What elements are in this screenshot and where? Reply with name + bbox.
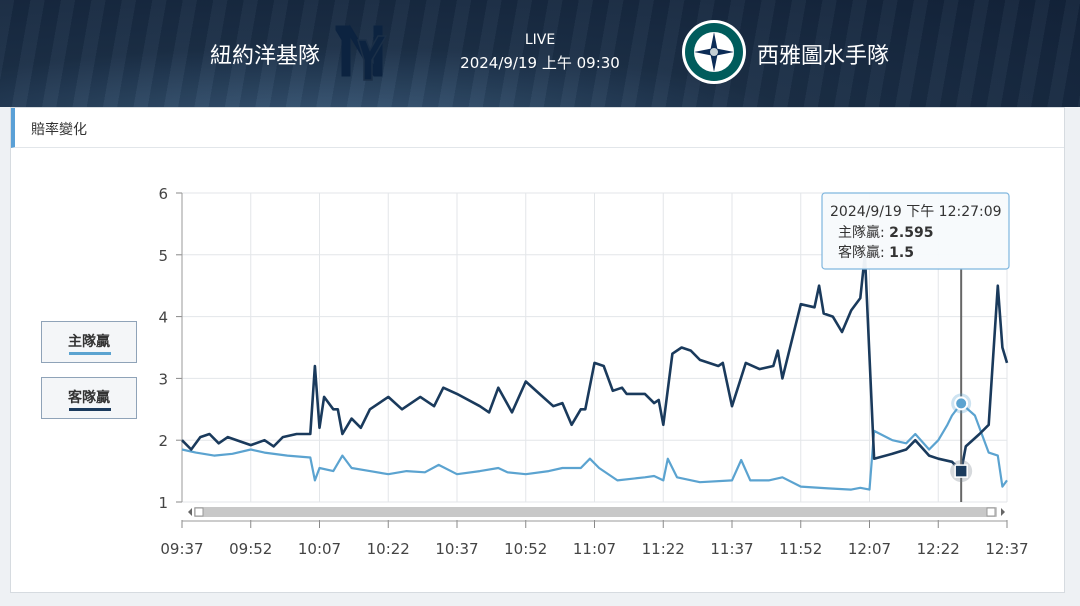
x-tick-label: 12:07 xyxy=(848,540,891,558)
y-tick-label: 1 xyxy=(158,494,168,512)
scroll-handle-left[interactable] xyxy=(194,507,204,517)
live-status: LIVE xyxy=(524,32,556,48)
x-tick-label: 11:52 xyxy=(779,540,822,558)
tooltip-away-row: 客隊贏: 1.5 xyxy=(838,244,914,261)
tooltip-time: 2024/9/19 下午 12:27:09 xyxy=(830,204,1002,220)
yankees-ny-logo-icon xyxy=(335,24,388,81)
x-tick-label: 10:37 xyxy=(435,540,478,558)
tooltip-home-row: 主隊贏: 2.595 xyxy=(838,225,933,241)
y-tick-label: 2 xyxy=(158,432,168,450)
legend-away-label: 客隊贏 xyxy=(68,390,110,406)
x-tick-label: 12:22 xyxy=(917,540,960,558)
x-tick-label: 09:52 xyxy=(229,540,272,558)
mariners-compass-logo-icon xyxy=(682,20,746,84)
legend-home-swatch xyxy=(69,352,111,355)
tooltip-home-label: 主隊贏: xyxy=(838,225,889,241)
x-tick-label: 09:37 xyxy=(160,540,203,558)
tooltip-home-value: 2.595 xyxy=(889,225,933,241)
panel-title: 賠率變化 xyxy=(31,122,87,138)
scroll-left-arrow-icon[interactable] xyxy=(188,508,192,516)
tooltip-away-label: 客隊贏: xyxy=(838,244,889,261)
home-point-marker xyxy=(954,396,969,411)
x-tick-label: 12:37 xyxy=(985,540,1028,558)
range-scrollbar[interactable] xyxy=(194,507,997,517)
x-tick-label: 11:22 xyxy=(642,540,685,558)
scroll-right-arrow-icon[interactable] xyxy=(1001,508,1005,516)
away-odds-line xyxy=(181,253,1009,473)
legend-home-label: 主隊贏 xyxy=(68,334,110,350)
x-tick-label: 11:37 xyxy=(710,540,753,558)
y-tick-label: 6 xyxy=(158,185,168,203)
home-odds-line xyxy=(181,402,1008,491)
crowd-background xyxy=(0,0,1080,107)
y-tick-label: 4 xyxy=(158,309,168,327)
y-tick-label: 3 xyxy=(158,370,168,388)
tooltip-away-value: 1.5 xyxy=(889,245,914,261)
x-tick-label: 10:52 xyxy=(504,540,547,558)
legend-home-button[interactable]: 主隊贏 xyxy=(41,321,137,363)
panel-title-bar: 賠率變化 xyxy=(11,108,1064,148)
legend-away-swatch xyxy=(69,408,111,411)
match-header: 紐約洋基隊 LIVE 2024/9/19 上午 09:30 西雅圖水手隊 xyxy=(0,0,1080,107)
tooltip-box xyxy=(821,192,1010,270)
x-tick-label: 10:07 xyxy=(298,540,341,558)
scroll-handle-right[interactable] xyxy=(986,507,996,517)
x-tick-label: 11:07 xyxy=(573,540,616,558)
away-point-marker xyxy=(954,464,968,478)
home-team-name: 紐約洋基隊 xyxy=(210,44,321,69)
y-tick-label: 5 xyxy=(158,247,168,265)
match-datetime: 2024/9/19 上午 09:30 xyxy=(460,54,620,72)
legend-away-button[interactable]: 客隊贏 xyxy=(41,377,137,419)
x-tick-label: 10:22 xyxy=(367,540,410,558)
away-team-name: 西雅圖水手隊 xyxy=(757,44,890,69)
